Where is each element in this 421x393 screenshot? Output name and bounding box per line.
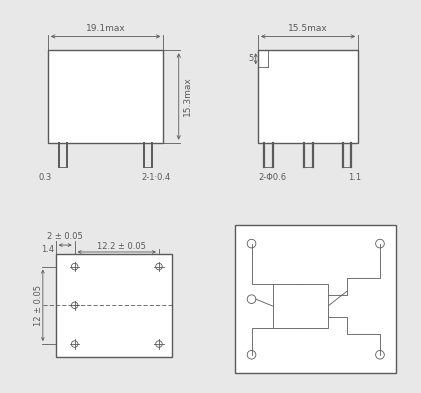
Text: 1.1: 1.1 [348, 173, 361, 182]
Text: 15.3max: 15.3max [183, 77, 192, 116]
Text: 1.4: 1.4 [41, 245, 54, 254]
Text: 12 ± 0.05: 12 ± 0.05 [34, 285, 43, 326]
Text: 12.2 ± 0.05: 12.2 ± 0.05 [97, 242, 146, 251]
Text: 2-1·0.4: 2-1·0.4 [142, 173, 171, 182]
Text: 2 ± 0.05: 2 ± 0.05 [47, 232, 83, 241]
Bar [235, 225, 396, 373]
Bar [56, 254, 172, 357]
Bar [48, 50, 163, 143]
Bar [258, 50, 358, 143]
Text: 5: 5 [248, 54, 253, 63]
Text: 19.1max: 19.1max [86, 24, 125, 33]
Text: 2-Φ0.6: 2-Φ0.6 [259, 173, 287, 182]
Text: 15.5max: 15.5max [288, 24, 328, 33]
Text: 0.3: 0.3 [39, 173, 52, 182]
Bar [272, 285, 328, 328]
